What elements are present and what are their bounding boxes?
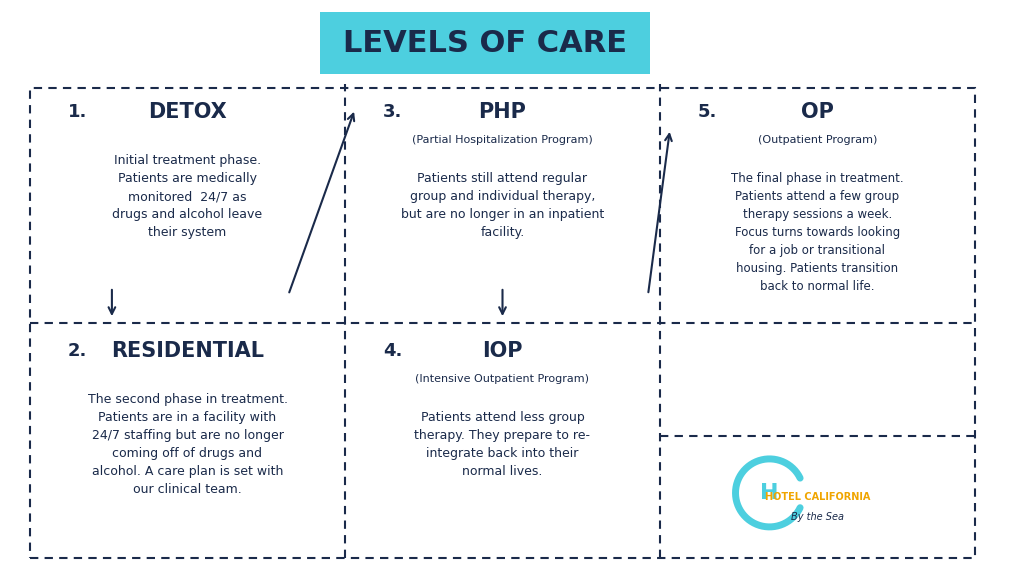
- Text: 1.: 1.: [68, 103, 87, 121]
- Text: (Intensive Outpatient Program): (Intensive Outpatient Program): [416, 374, 590, 384]
- Text: 4.: 4.: [383, 342, 402, 360]
- Text: 2.: 2.: [68, 342, 87, 360]
- Text: (Outpatient Program): (Outpatient Program): [758, 135, 878, 145]
- Text: IOP: IOP: [482, 341, 522, 361]
- Text: 5.: 5.: [697, 103, 717, 121]
- Text: Patients still attend regular
group and individual therapy,
but are no longer in: Patients still attend regular group and …: [400, 172, 604, 239]
- FancyBboxPatch shape: [319, 12, 650, 74]
- Text: RESIDENTIAL: RESIDENTIAL: [111, 341, 264, 361]
- Text: Initial treatment phase.
Patients are medically
monitored  24/7 as
drugs and alc: Initial treatment phase. Patients are me…: [113, 154, 262, 239]
- Text: By the Sea: By the Sea: [791, 512, 844, 522]
- Text: 3.: 3.: [383, 103, 402, 121]
- Text: (Partial Hospitalization Program): (Partial Hospitalization Program): [412, 135, 593, 145]
- Text: DETOX: DETOX: [148, 102, 227, 122]
- Text: PHP: PHP: [478, 102, 526, 122]
- Text: The final phase in treatment.
Patients attend a few group
therapy sessions a wee: The final phase in treatment. Patients a…: [731, 172, 904, 293]
- Text: HOTEL CALIFORNIA: HOTEL CALIFORNIA: [765, 492, 870, 502]
- Text: Patients attend less group
therapy. They prepare to re-
integrate back into thei: Patients attend less group therapy. They…: [415, 411, 591, 478]
- Text: OP: OP: [801, 102, 834, 122]
- Text: LEVELS OF CARE: LEVELS OF CARE: [343, 28, 627, 58]
- Text: The second phase in treatment.
Patients are in a facility with
24/7 staffing but: The second phase in treatment. Patients …: [87, 393, 288, 496]
- Text: H: H: [760, 483, 778, 503]
